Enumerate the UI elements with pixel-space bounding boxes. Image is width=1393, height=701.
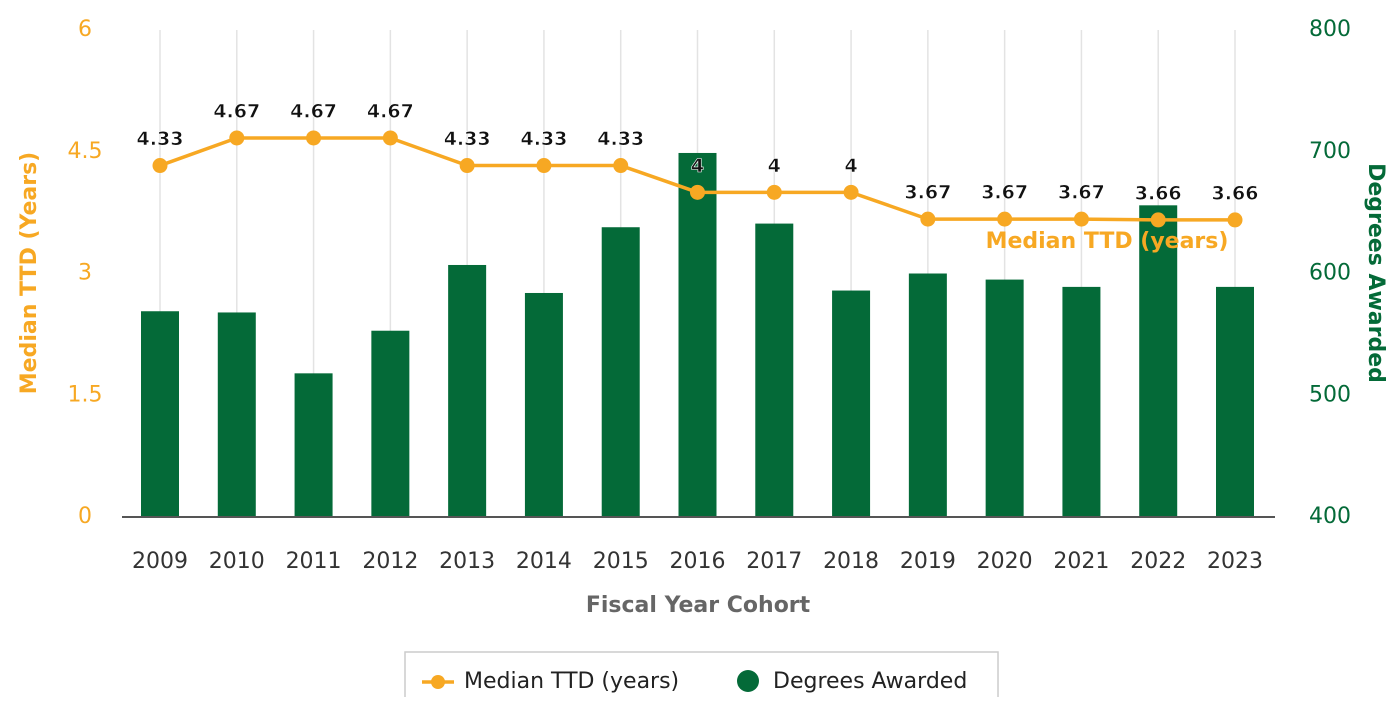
line-point	[229, 130, 245, 146]
bar	[141, 311, 179, 517]
line-point	[766, 184, 782, 200]
bar	[448, 264, 487, 517]
legend-box	[404, 651, 999, 701]
bar	[985, 279, 1024, 517]
y2-tick-label: 600	[1309, 261, 1351, 286]
annotation: Median TTD (years)	[986, 229, 1229, 254]
x-tick-label: 2015	[593, 549, 649, 574]
x-tick-label: 2020	[977, 549, 1033, 574]
line-point	[920, 211, 936, 227]
line-point	[843, 184, 859, 200]
data-label: 4.67	[290, 100, 337, 122]
line-point	[536, 158, 552, 174]
x-tick-label: 2019	[900, 549, 956, 574]
bar	[832, 290, 871, 517]
x-tick-label: 2022	[1130, 549, 1186, 574]
x-tick-label: 2009	[132, 549, 188, 574]
data-label: 4	[844, 155, 857, 177]
y-tick-label: 1.5	[68, 382, 103, 407]
bar	[601, 227, 640, 518]
line-point	[997, 211, 1013, 227]
data-label: 3.67	[981, 182, 1028, 204]
data-label: 3.66	[1212, 182, 1259, 204]
x-tick-label: 2010	[209, 549, 265, 574]
line-point	[306, 130, 322, 146]
data-label: 3.67	[1058, 182, 1105, 204]
data-label: 4	[691, 155, 704, 177]
y-tick-label: 0	[78, 504, 92, 529]
line-point	[690, 184, 705, 200]
line-point	[1150, 212, 1166, 228]
y2-tick-label: 700	[1309, 139, 1351, 164]
data-label: 4.67	[367, 100, 414, 122]
legend-marker	[431, 675, 445, 689]
line-point	[1073, 211, 1089, 227]
x-tick-label: 2018	[823, 549, 879, 574]
x-tick-label: 2023	[1207, 549, 1263, 574]
bar	[678, 152, 717, 517]
y2-tick-label: 800	[1309, 17, 1351, 42]
bar	[755, 223, 794, 517]
x-tick-label: 2013	[439, 549, 495, 574]
line-point	[1227, 212, 1243, 228]
bar	[1062, 286, 1101, 517]
bar	[1139, 205, 1178, 517]
bar	[217, 312, 256, 517]
x-tick-label: 2014	[516, 549, 572, 574]
data-label: 3.67	[904, 182, 951, 204]
data-label: 4.33	[137, 128, 184, 150]
bar	[908, 273, 947, 517]
bar	[294, 373, 333, 517]
x-tick-label: 2016	[670, 549, 726, 574]
bar	[524, 292, 563, 517]
data-label: 3.66	[1135, 182, 1182, 204]
data-label: 4.67	[213, 100, 260, 122]
legend-label: Median TTD (years)	[464, 669, 679, 694]
line-point	[382, 130, 398, 146]
line-point	[152, 158, 168, 174]
y2-tick-label: 500	[1309, 382, 1351, 407]
data-label: 4.33	[520, 128, 567, 150]
y2-axis-title: Degrees Awarded	[1363, 163, 1388, 383]
legend-marker	[737, 670, 759, 692]
y-tick-label: 3	[78, 261, 92, 286]
x-tick-label: 2021	[1053, 549, 1109, 574]
y2-tick-label: 400	[1309, 504, 1351, 529]
x-tick-label: 2012	[362, 549, 418, 574]
data-label: 4.33	[597, 128, 644, 150]
line-point	[613, 158, 629, 174]
x-tick-label: 2011	[286, 549, 342, 574]
data-label: 4	[768, 155, 781, 177]
y-tick-label: 6	[78, 17, 92, 42]
legend-label: Degrees Awarded	[773, 669, 967, 694]
y-tick-label: 4.5	[68, 139, 103, 164]
data-label: 4.33	[444, 128, 491, 150]
y-axis-title: Median TTD (Years)	[17, 152, 42, 394]
x-tick-label: 2017	[746, 549, 802, 574]
x-axis-title: Fiscal Year Cohort	[586, 593, 811, 618]
bar	[1216, 286, 1254, 517]
line-point	[459, 158, 475, 174]
bar	[371, 330, 410, 517]
